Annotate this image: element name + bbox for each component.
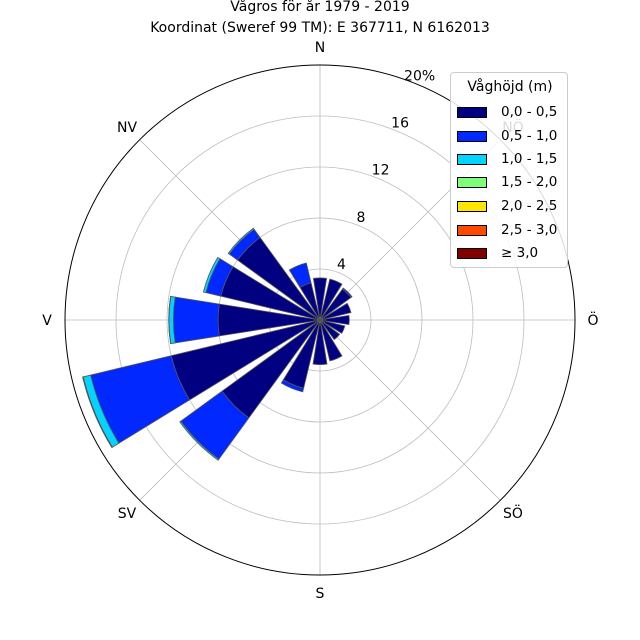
compass-label: S (316, 586, 325, 602)
compass-label: N (315, 40, 325, 56)
legend-item: ≥ 3,0 (457, 245, 567, 264)
legend-label: 1,0 - 1,5 (501, 151, 558, 167)
radial-tick-label: 16 (391, 116, 409, 132)
radial-tick-label: 20% (404, 68, 435, 84)
rose-bar-segment (319, 302, 352, 321)
compass-label: Ö (587, 311, 598, 329)
rose-bar-segment (179, 420, 220, 461)
legend-item: 0,0 - 0,5 (457, 104, 567, 123)
legend-label: 1,5 - 2,0 (501, 174, 558, 190)
rose-bar-segment (319, 319, 346, 334)
legend-swatch (457, 225, 487, 236)
legend-label: ≥ 3,0 (501, 245, 539, 261)
rose-bar-segment (341, 287, 353, 299)
rose-bar-segment (168, 295, 172, 345)
radial-tick-label: 12 (372, 163, 390, 179)
radial-gridline (166, 166, 474, 474)
rose-bar-segment (319, 278, 343, 321)
rose-bar-segment (312, 319, 328, 366)
legend-label: 0,5 - 1,0 (501, 128, 558, 144)
chart-title-line-1: Vågros för år 1979 - 2019 (230, 0, 410, 15)
legend-swatch (457, 154, 487, 165)
legend-swatch (457, 177, 487, 188)
rose-bar-segment (202, 256, 221, 294)
rose-bar-segment (319, 319, 343, 362)
legend-item: 1,5 - 2,0 (457, 174, 567, 193)
legend-swatch (457, 248, 487, 259)
legend-item: 0,5 - 1,0 (457, 128, 567, 147)
compass-label: SV (118, 506, 137, 522)
legend-item: 1,0 - 1,5 (457, 151, 567, 170)
legend-label: 2,5 - 3,0 (501, 222, 558, 238)
legend: Våghöjd (m) 0,0 - 0,5 0,5 - 1,0 1,0 - 1,… (450, 72, 568, 268)
compass-label: V (42, 313, 52, 329)
legend-label: 2,0 - 2,5 (501, 198, 558, 214)
legend-label: 0,0 - 0,5 (501, 104, 558, 120)
legend-swatch (457, 131, 487, 142)
legend-item: 2,5 - 3,0 (457, 222, 567, 241)
rose-bar-segment (227, 227, 255, 255)
rose-bar-segment (319, 319, 341, 341)
rose-bar-segment (319, 314, 350, 326)
rose-bar-segment (280, 379, 305, 393)
legend-swatch (457, 201, 487, 212)
radial-tick-label: 8 (357, 210, 366, 226)
polar-frame (64, 64, 576, 576)
radial-gridline (115, 115, 525, 525)
legend-title: Våghöjd (m) (467, 79, 553, 95)
legend-swatch (457, 107, 487, 118)
rose-bar-segment (288, 262, 312, 288)
compass-label: NV (117, 120, 137, 136)
radial-tick-label: 4 (337, 257, 346, 273)
angular-gridline (319, 319, 501, 501)
compass-label: SÖ (503, 504, 523, 522)
chart-title-line-2: Koordinat (Sweref 99 TM): E 367711, N 61… (150, 20, 490, 36)
legend-item: 2,0 - 2,5 (457, 198, 567, 217)
rose-bar-segment (312, 277, 328, 321)
rose-bar-segment (173, 296, 220, 344)
rose-bar-segment (82, 376, 113, 449)
